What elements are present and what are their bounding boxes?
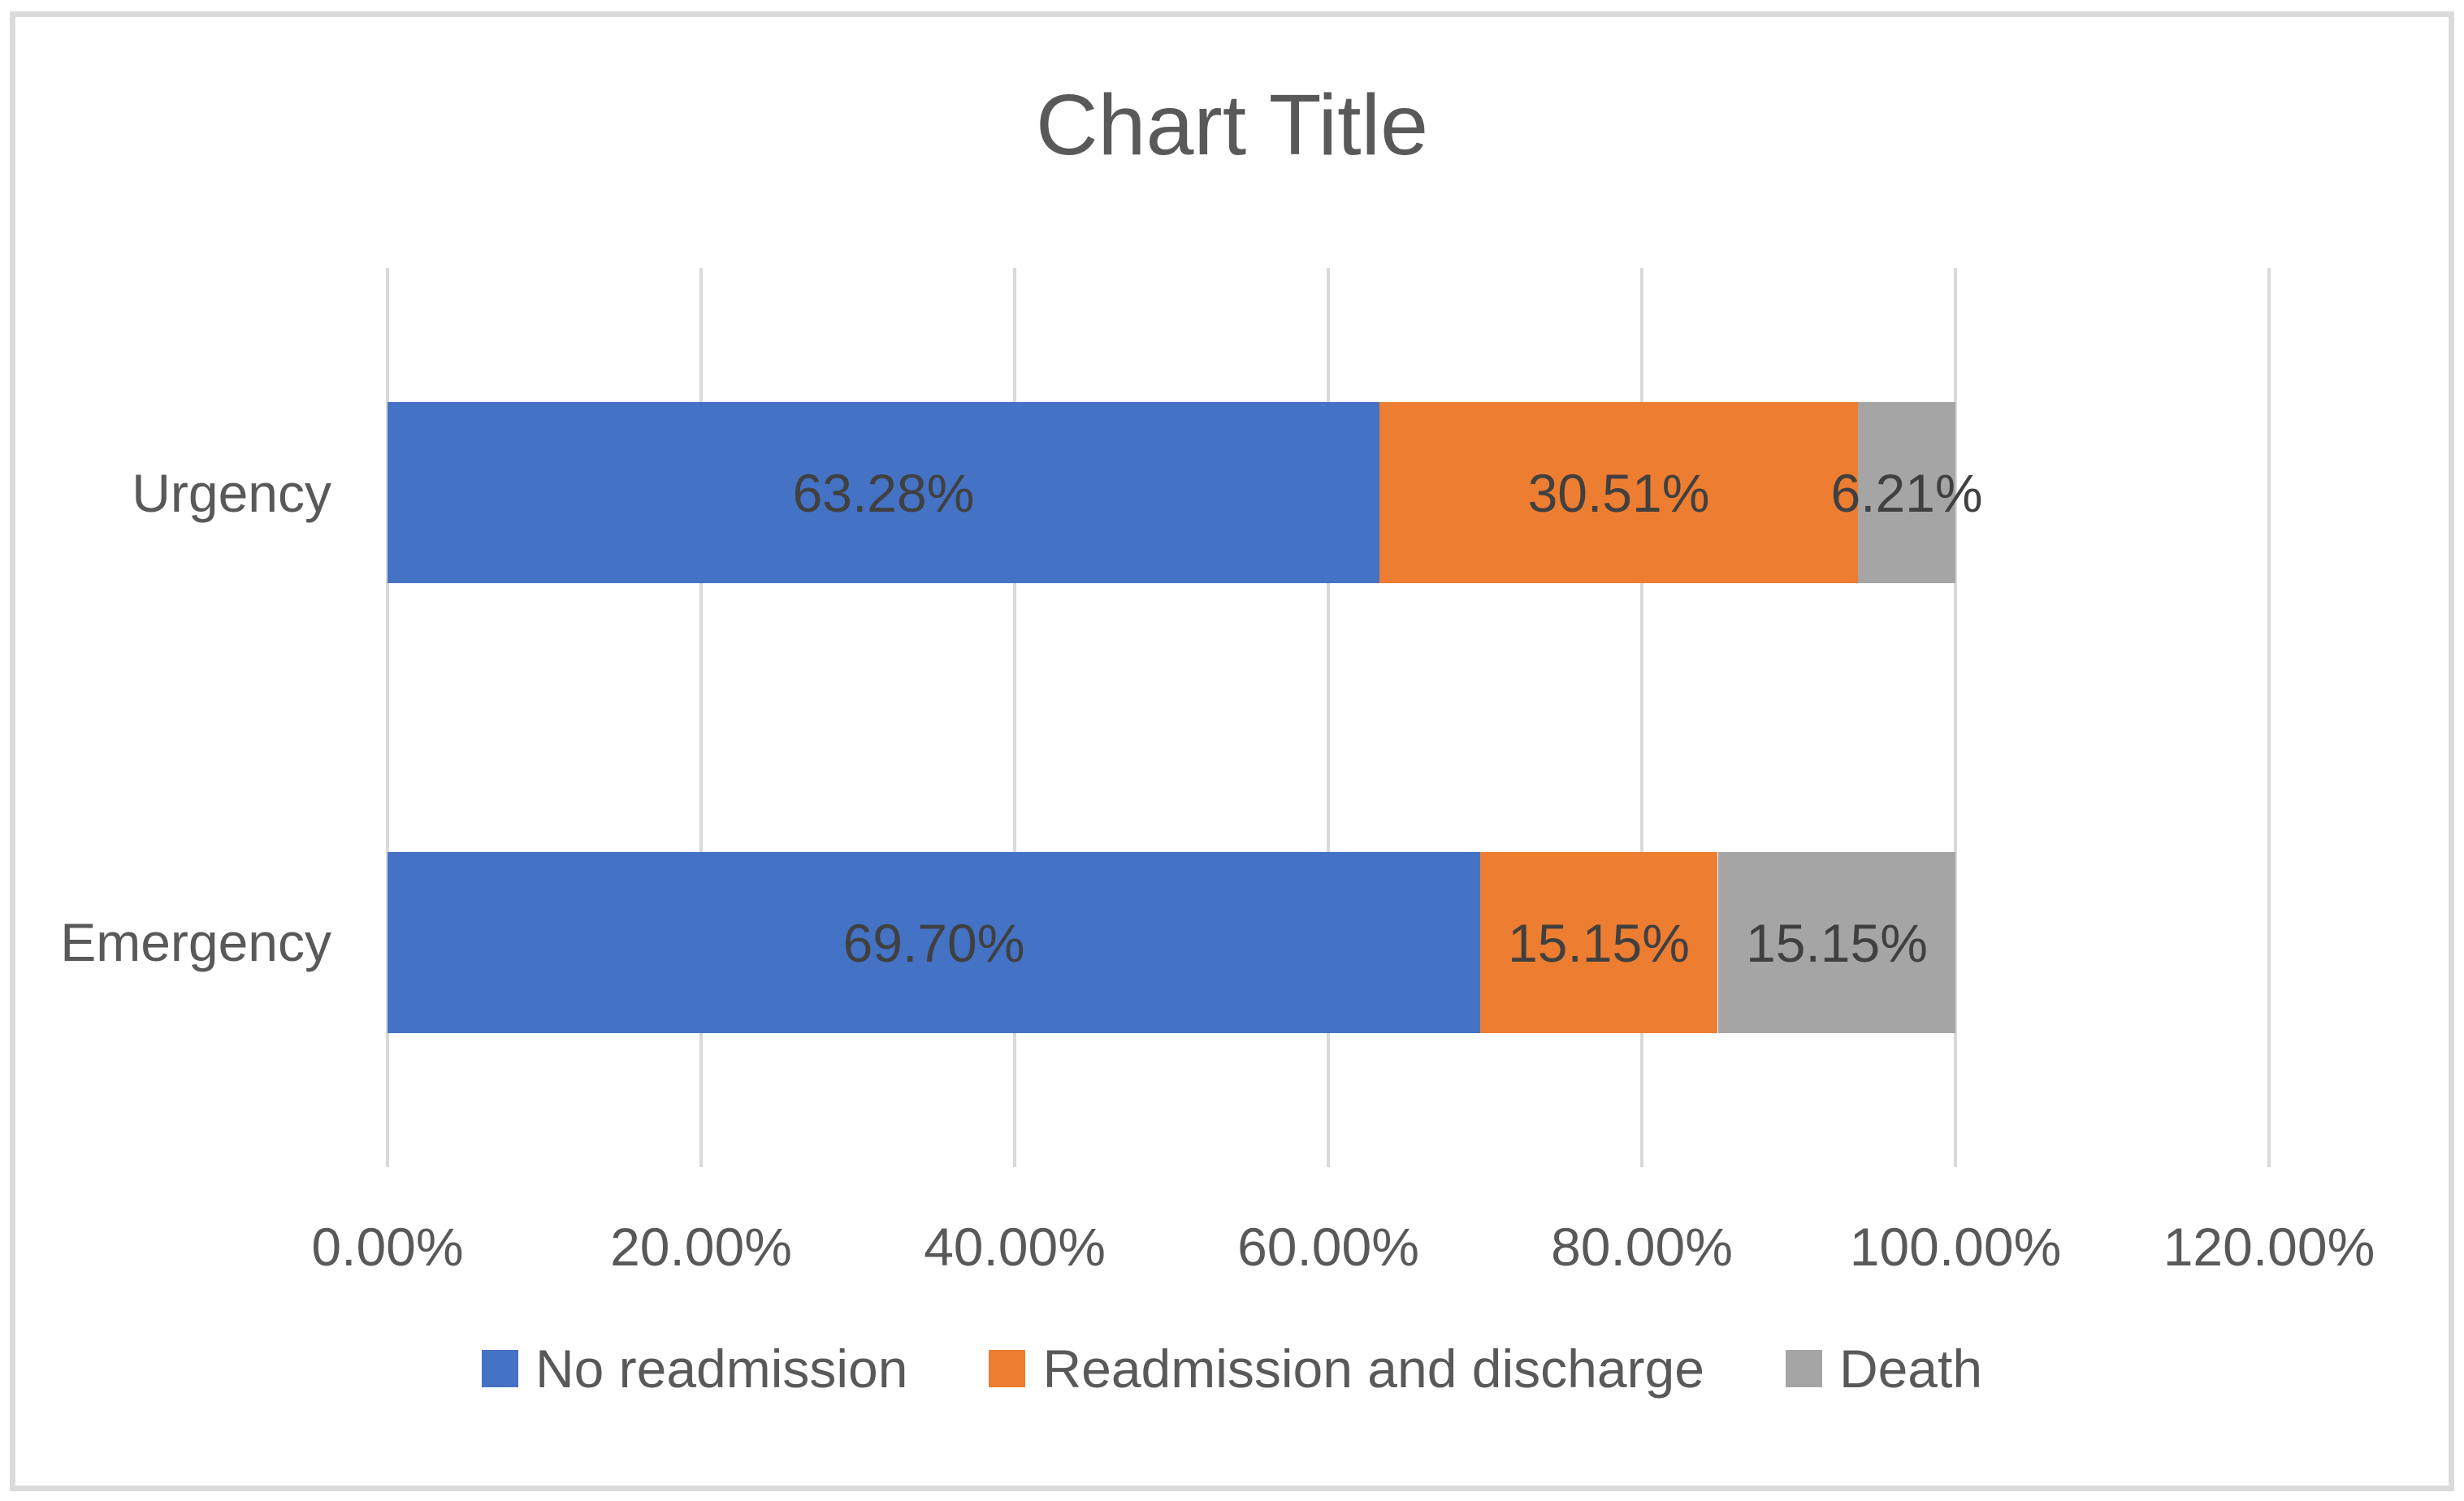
bar-segment-urgency-series-1: 30.51%	[1379, 402, 1858, 583]
x-axis-tick-label: 20.00%	[610, 1217, 792, 1277]
data-label: 63.28%	[792, 462, 975, 523]
data-label: 69.70%	[842, 912, 1025, 973]
gridline	[699, 268, 703, 1167]
x-axis-tick-label: 40.00%	[924, 1217, 1106, 1277]
legend-label: No readmission	[535, 1339, 908, 1399]
category-label-emergency: Emergency	[60, 912, 331, 972]
x-axis-tick-label: 60.00%	[1237, 1217, 1419, 1277]
legend-label: Readmission and discharge	[1042, 1339, 1704, 1399]
bar-segment-urgency-series-2: 6.21%	[1830, 402, 1983, 583]
chart-border	[10, 11, 2454, 1491]
x-axis-tick-label: 100.00%	[1849, 1217, 2062, 1277]
x-axis-tick-label: 0.00%	[311, 1217, 464, 1277]
data-label: 6.21%	[1830, 462, 1983, 523]
legend: No readmission Readmission and discharge D…	[0, 1342, 2464, 1395]
bar-segment-emergency-series-0: 69.70%	[388, 852, 1480, 1033]
gridline	[2267, 268, 2271, 1167]
bar-segment-urgency-series-0: 63.28%	[388, 402, 1379, 583]
legend-item-0: No readmission	[481, 1339, 908, 1399]
bar-segment-emergency-series-2: 15.15%	[1718, 852, 1955, 1033]
x-axis-tick-label: 120.00%	[2163, 1217, 2375, 1277]
legend-item-1: Readmission and discharge	[989, 1342, 1704, 1395]
data-label: 15.15%	[1746, 912, 1928, 973]
legend-marker-icon	[481, 1350, 518, 1387]
legend-marker-icon	[989, 1350, 1026, 1387]
legend-item-2: Death	[1785, 1339, 1983, 1399]
gridline	[1327, 268, 1330, 1167]
gridline	[1954, 268, 1957, 1167]
data-label: 15.15%	[1508, 912, 1690, 973]
legend-marker-icon	[1785, 1350, 1822, 1387]
gridline	[1013, 268, 1016, 1167]
category-label-urgency: Urgency	[132, 463, 331, 523]
chart-title: Chart Title	[1035, 77, 1429, 173]
gridline	[1640, 268, 1643, 1167]
legend-label: Death	[1838, 1339, 1983, 1399]
data-label: 30.51%	[1527, 462, 1710, 523]
x-axis-tick-label: 80.00%	[1551, 1217, 1733, 1277]
gridline	[386, 268, 389, 1167]
bar-segment-emergency-series-1: 15.15%	[1480, 852, 1717, 1033]
